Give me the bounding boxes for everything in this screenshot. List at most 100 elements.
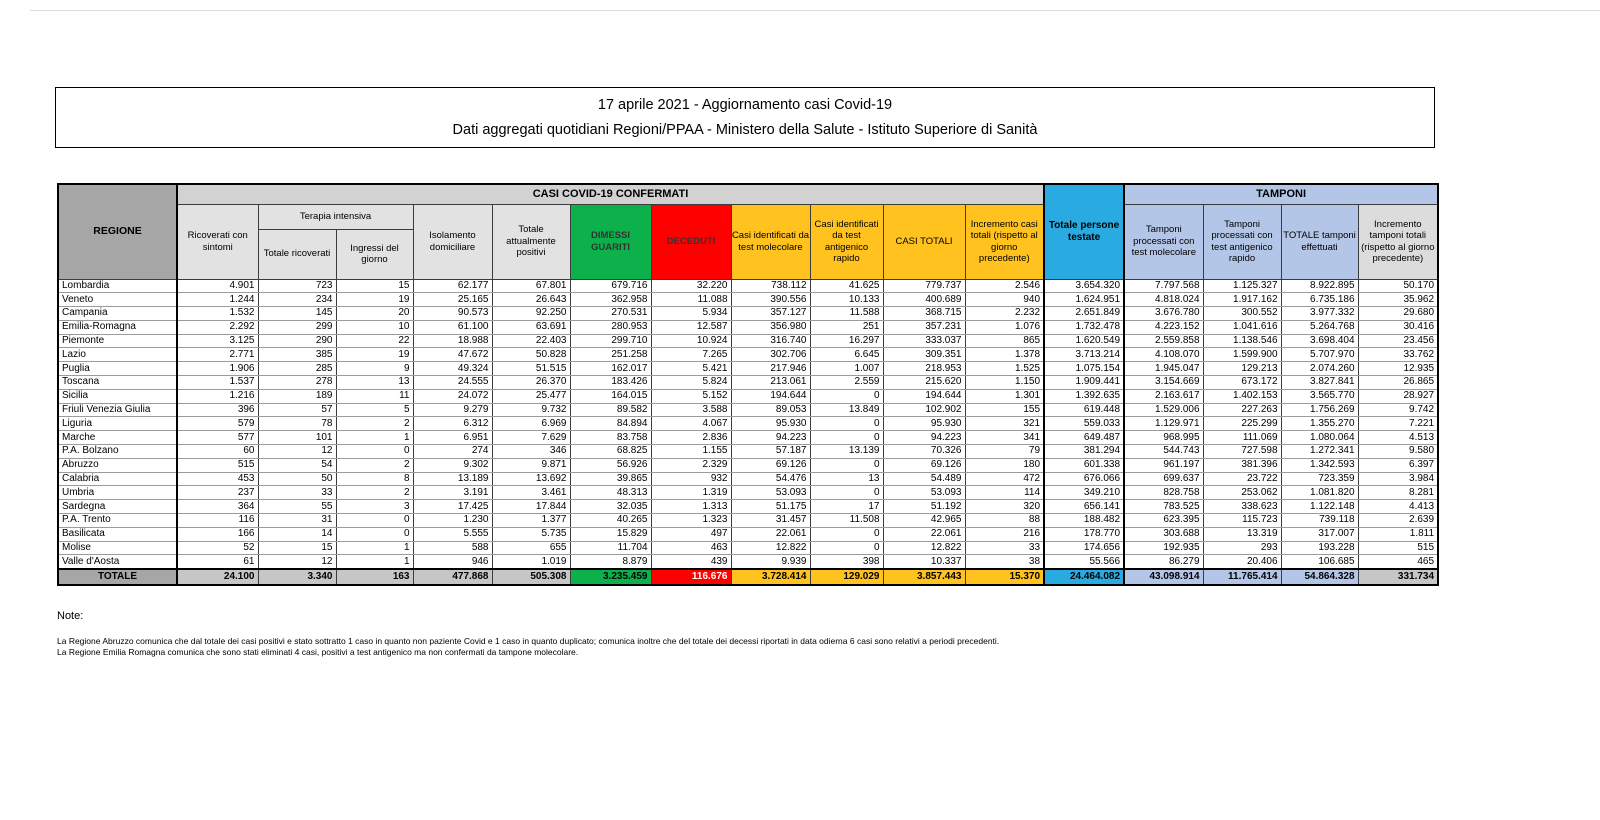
region-row: Calabria 453 50 8 13.189 13.692 39.865 932 54.47… <box>57 471 1439 487</box>
region-name: Umbria <box>57 485 178 501</box>
region-name: Valle d'Aosta <box>57 554 178 570</box>
cell-persone_testate: 601.338 <box>1043 457 1126 473</box>
note-line-2: La Regione Emilia Romagna comunica che s… <box>57 646 579 657</box>
cell-isolamento: 9.279 <box>412 402 493 418</box>
cell-dimessi_guariti: 679.716 <box>569 278 652 294</box>
cell-deceduti: 12.587 <box>650 319 732 335</box>
col-header-isolamento: Isolamento domiciliare <box>412 203 493 280</box>
cell-isolamento: 90.573 <box>412 306 493 321</box>
cell-isolamento: 25.165 <box>412 292 493 308</box>
cell-dimessi_guariti: 270.531 <box>569 306 652 321</box>
cell-incremento_casi: 1.301 <box>964 388 1045 404</box>
cell-casi_molecolare: 12.822 <box>730 540 811 556</box>
cell-totale_tamponi: 3.698.404 <box>1280 333 1359 349</box>
cell-casi_molecolare: 9.939 <box>730 554 811 570</box>
cell-persone_testate: 3.713.214 <box>1043 347 1126 363</box>
cell-ricoverati: 52 <box>176 540 259 556</box>
cell-incremento_casi: 1.378 <box>964 347 1045 363</box>
cell-casi_molecolare: 390.556 <box>730 292 811 308</box>
cell-ti_ingressi: 15 <box>335 278 414 294</box>
cell-incremento_tamponi: 28.927 <box>1357 388 1439 404</box>
cell-incremento_tamponi: 465 <box>1357 554 1439 570</box>
cell-tamponi_antigenico: 1.125.327 <box>1202 278 1282 294</box>
cell-persone_testate: 1.392.635 <box>1043 388 1126 404</box>
covid-data-table: REGIONE CASI COVID-19 CONFERMATI Totale pe… <box>57 183 1440 586</box>
cell-tamponi_molecolare: 4.223.152 <box>1123 319 1204 335</box>
cell-totale_tamponi: 8.922.895 <box>1280 278 1359 294</box>
cell-isolamento: 6.312 <box>412 416 493 432</box>
cell-casi_antigenico: 17 <box>809 499 884 515</box>
cell-tamponi_molecolare: 3.154.669 <box>1123 375 1204 390</box>
col-header-tamponi-antigenico: Tamponi processati con test antigenico r… <box>1202 203 1282 280</box>
cell-deceduti: 5.824 <box>650 375 732 390</box>
cell-ti_ingressi: 0 <box>335 526 414 542</box>
cell-tamponi_molecolare: 4.108.070 <box>1123 347 1204 363</box>
cell-dimessi_guariti: 39.865 <box>569 471 652 487</box>
cell-casi_totali: 215.620 <box>882 375 966 390</box>
totale-label: TOTALE <box>57 567 178 586</box>
cell-tamponi_molecolare: 303.688 <box>1123 526 1204 542</box>
cell-deceduti: 11.088 <box>650 292 732 308</box>
cell-ti_ingressi: 2 <box>335 485 414 501</box>
cell-ti_ingressi: 0 <box>335 513 414 528</box>
cell-attualmente_positivi: 26.370 <box>491 375 571 390</box>
cell-tamponi_antigenico: 129.213 <box>1202 361 1282 377</box>
totale-cell-totale_tamponi: 54.864.328 <box>1280 567 1359 586</box>
region-row: Lombardia 4.901 723 15 62.177 67.801 679.716 32… <box>57 278 1439 294</box>
cell-persone_testate: 1.732.478 <box>1043 319 1126 335</box>
cell-isolamento: 24.072 <box>412 388 493 404</box>
cell-incremento_casi: 79 <box>964 444 1045 459</box>
cell-deceduti: 7.265 <box>650 347 732 363</box>
cell-casi_antigenico: 251 <box>809 319 884 335</box>
region-name: Molise <box>57 540 178 556</box>
cell-tamponi_molecolare: 828.758 <box>1123 485 1204 501</box>
cell-isolamento: 3.191 <box>412 485 493 501</box>
cell-tamponi_molecolare: 1.129.971 <box>1123 416 1204 432</box>
cell-incremento_casi: 2.232 <box>964 306 1045 321</box>
cell-incremento_tamponi: 6.397 <box>1357 457 1439 473</box>
cell-casi_antigenico: 0 <box>809 457 884 473</box>
cell-totale_tamponi: 3.977.332 <box>1280 306 1359 321</box>
cell-persone_testate: 174.656 <box>1043 540 1126 556</box>
cell-isolamento: 274 <box>412 444 493 459</box>
cell-casi_molecolare: 53.093 <box>730 485 811 501</box>
totale-cell-tamponi_molecolare: 43.098.914 <box>1123 567 1204 586</box>
cell-totale_tamponi: 1.355.270 <box>1280 416 1359 432</box>
region-row: Umbria 237 33 2 3.191 3.461 48.313 1.319 53.093 0… <box>57 485 1439 501</box>
cell-incremento_tamponi: 29.680 <box>1357 306 1439 321</box>
cell-dimessi_guariti: 280.953 <box>569 319 652 335</box>
cell-ti_totale: 31 <box>257 513 337 528</box>
cell-casi_molecolare: 356.980 <box>730 319 811 335</box>
cell-ricoverati: 2.292 <box>176 319 259 335</box>
cell-attualmente_positivi: 25.477 <box>491 388 571 404</box>
cell-deceduti: 497 <box>650 526 732 542</box>
cell-casi_totali: 779.737 <box>882 278 966 294</box>
totale-cell-attualmente_positivi: 505.308 <box>491 567 571 586</box>
cell-incremento_tamponi: 2.639 <box>1357 513 1439 528</box>
cell-deceduti: 463 <box>650 540 732 556</box>
region-row: Basilicata 166 14 0 5.555 5.735 15.829 497 22.06… <box>57 526 1439 542</box>
cell-incremento_tamponi: 9.580 <box>1357 444 1439 459</box>
totale-cell-ti_totale: 3.340 <box>257 567 337 586</box>
cell-deceduti: 1.155 <box>650 444 732 459</box>
cell-tamponi_molecolare: 544.743 <box>1123 444 1204 459</box>
cell-deceduti: 4.067 <box>650 416 732 432</box>
cell-totale_tamponi: 723.359 <box>1280 471 1359 487</box>
region-row: Valle d'Aosta 61 12 1 946 1.019 8.879 439 9.939 3… <box>57 554 1439 570</box>
cell-casi_molecolare: 89.053 <box>730 402 811 418</box>
col-header-casi-molecolare: Casi identificati da test molecolare <box>730 203 811 280</box>
top-divider <box>30 10 1600 11</box>
region-row: Abruzzo 515 54 2 9.302 9.871 56.926 2.329 69.126… <box>57 457 1439 473</box>
cell-attualmente_positivi: 1.019 <box>491 554 571 570</box>
cell-deceduti: 5.934 <box>650 306 732 321</box>
cell-dimessi_guariti: 15.829 <box>569 526 652 542</box>
cell-persone_testate: 676.066 <box>1043 471 1126 487</box>
cell-casi_totali: 70.326 <box>882 444 966 459</box>
region-row: P.A. Trento 116 31 0 1.230 1.377 40.265 1.323 31… <box>57 513 1439 528</box>
totale-cell-casi_molecolare: 3.728.414 <box>730 567 811 586</box>
cell-totale_tamponi: 1.342.593 <box>1280 457 1359 473</box>
cell-ti_ingressi: 20 <box>335 306 414 321</box>
cell-incremento_casi: 180 <box>964 457 1045 473</box>
cell-ti_totale: 55 <box>257 499 337 515</box>
cell-tamponi_antigenico: 727.598 <box>1202 444 1282 459</box>
